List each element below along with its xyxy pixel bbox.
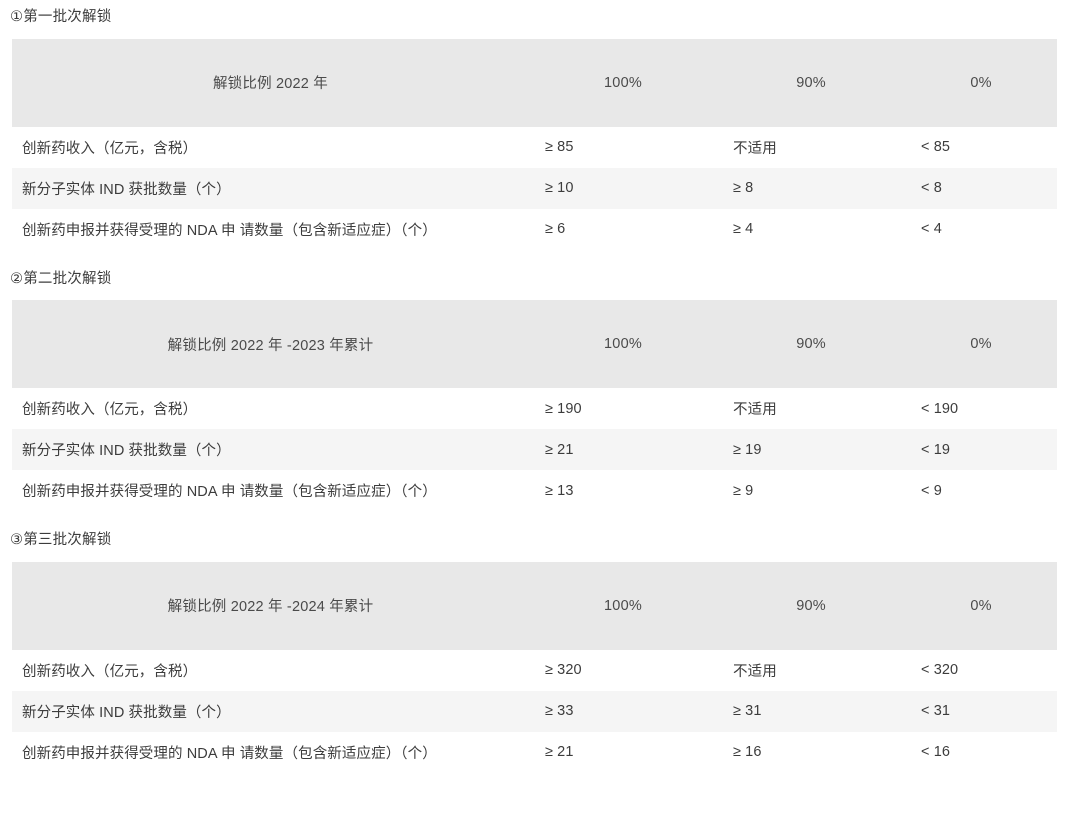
row-value-100: ≥ 13: [529, 470, 717, 511]
table-body-1: 创新药收入（亿元，含税） ≥ 85 不适用 < 85 新分子实体 IND 获批数…: [12, 126, 1057, 250]
criteria-table-3: 解锁比例 2022 年 -2024 年累计 100% 90% 0% 创新药收入（…: [12, 561, 1057, 773]
row-label: 创新药申报并获得受理的 NDA 申 请数量（包含新适应症）（个）: [12, 208, 529, 250]
row-value-90: ≥ 8: [717, 167, 905, 209]
row-label: 创新药申报并获得受理的 NDA 申 请数量（包含新适应症）（个）: [12, 731, 529, 773]
criteria-table-2: 解锁比例 2022 年 -2023 年累计 100% 90% 0% 创新药收入（…: [12, 300, 1057, 511]
unlock-batch-section-2: ②第二批次解锁 解锁比例 2022 年 -2023 年累计 100% 90% 0…: [0, 250, 1080, 511]
criteria-table-wrapper-1: 解锁比例 2022 年 100% 90% 0% 创新药收入（亿元，含税） ≥ 8…: [12, 38, 1057, 250]
row-value-0: < 16: [905, 731, 1057, 773]
table-row: 新分子实体 IND 获批数量（个） ≥ 21 ≥ 19 < 19: [12, 429, 1057, 470]
criteria-table-wrapper-3: 解锁比例 2022 年 -2024 年累计 100% 90% 0% 创新药收入（…: [12, 561, 1057, 773]
row-value-90: ≥ 16: [717, 731, 905, 773]
row-value-0: < 31: [905, 690, 1057, 732]
row-value-90: ≥ 4: [717, 208, 905, 250]
row-label: 新分子实体 IND 获批数量（个）: [12, 167, 529, 209]
row-value-100: ≥ 21: [529, 731, 717, 773]
section-title-1: ①第一批次解锁: [10, 9, 112, 25]
table-row: 创新药收入（亿元，含税） ≥ 320 不适用 < 320: [12, 649, 1057, 691]
row-value-100: ≥ 190: [529, 388, 717, 429]
header-unlock-ratio-label: 解锁比例 2022 年 -2023 年累计: [12, 300, 529, 388]
row-label: 创新药收入（亿元，含税）: [12, 649, 529, 691]
row-value-100: ≥ 21: [529, 429, 717, 470]
table-header-row: 解锁比例 2022 年 100% 90% 0%: [12, 38, 1057, 127]
header-col-90: 90%: [717, 300, 905, 388]
header-col-100: 100%: [529, 300, 717, 388]
row-value-90: ≥ 19: [717, 429, 905, 470]
section-title-2: ②第二批次解锁: [10, 270, 112, 287]
unlock-batch-section-3: ③第三批次解锁 解锁比例 2022 年 -2024 年累计 100% 90% 0…: [0, 511, 1080, 773]
row-value-90: 不适用: [717, 126, 905, 168]
criteria-table-1: 解锁比例 2022 年 100% 90% 0% 创新药收入（亿元，含税） ≥ 8…: [12, 38, 1057, 250]
table-header-row: 解锁比例 2022 年 -2024 年累计 100% 90% 0%: [12, 561, 1057, 650]
table-body-3: 创新药收入（亿元，含税） ≥ 320 不适用 < 320 新分子实体 IND 获…: [12, 649, 1057, 773]
row-value-90: ≥ 31: [717, 690, 905, 732]
row-value-0: < 9: [905, 470, 1057, 511]
table-header-2: 解锁比例 2022 年 -2023 年累计 100% 90% 0%: [12, 300, 1057, 388]
row-label: 新分子实体 IND 获批数量（个）: [12, 690, 529, 732]
row-label: 新分子实体 IND 获批数量（个）: [12, 429, 529, 470]
row-value-0: < 4: [905, 208, 1057, 250]
table-header-1: 解锁比例 2022 年 100% 90% 0%: [12, 38, 1057, 127]
table-row: 创新药收入（亿元，含税） ≥ 85 不适用 < 85: [12, 126, 1057, 168]
header-col-0: 0%: [905, 561, 1057, 650]
header-unlock-ratio-label: 解锁比例 2022 年 -2024 年累计: [12, 561, 529, 650]
unlock-batch-section-1: ①第一批次解锁 解锁比例 2022 年 100% 90% 0% 创新药收入（亿: [0, 0, 1080, 250]
table-row: 创新药申报并获得受理的 NDA 申 请数量（包含新适应症）（个） ≥ 13 ≥ …: [12, 470, 1057, 511]
header-col-0: 0%: [905, 300, 1057, 388]
criteria-table-wrapper-2: 解锁比例 2022 年 -2023 年累计 100% 90% 0% 创新药收入（…: [12, 300, 1057, 511]
row-value-100: ≥ 320: [529, 649, 717, 691]
row-value-90: 不适用: [717, 649, 905, 691]
row-value-0: < 85: [905, 126, 1057, 168]
header-col-90: 90%: [717, 38, 905, 127]
header-col-0: 0%: [905, 38, 1057, 127]
table-row: 新分子实体 IND 获批数量（个） ≥ 10 ≥ 8 < 8: [12, 167, 1057, 209]
row-value-100: ≥ 10: [529, 167, 717, 209]
table-header-row: 解锁比例 2022 年 -2023 年累计 100% 90% 0%: [12, 300, 1057, 388]
row-value-90: 不适用: [717, 388, 905, 429]
row-value-100: ≥ 85: [529, 126, 717, 168]
row-value-0: < 19: [905, 429, 1057, 470]
row-value-0: < 320: [905, 649, 1057, 691]
row-label: 创新药收入（亿元，含税）: [12, 388, 529, 429]
row-label: 创新药收入（亿元，含税）: [12, 126, 529, 168]
header-col-100: 100%: [529, 38, 717, 127]
table-row: 创新药申报并获得受理的 NDA 申 请数量（包含新适应症）（个） ≥ 6 ≥ 4…: [12, 208, 1057, 250]
row-value-90: ≥ 9: [717, 470, 905, 511]
table-row: 新分子实体 IND 获批数量（个） ≥ 33 ≥ 31 < 31: [12, 690, 1057, 732]
section-title-3: ③第三批次解锁: [10, 532, 112, 548]
row-label: 创新药申报并获得受理的 NDA 申 请数量（包含新适应症）（个）: [12, 470, 529, 511]
row-value-100: ≥ 6: [529, 208, 717, 250]
header-col-90: 90%: [717, 561, 905, 650]
table-body-2: 创新药收入（亿元，含税） ≥ 190 不适用 < 190 新分子实体 IND 获…: [12, 388, 1057, 511]
table-row: 创新药收入（亿元，含税） ≥ 190 不适用 < 190: [12, 388, 1057, 429]
header-unlock-ratio-label: 解锁比例 2022 年: [12, 38, 529, 127]
header-col-100: 100%: [529, 561, 717, 650]
row-value-100: ≥ 33: [529, 690, 717, 732]
table-header-3: 解锁比例 2022 年 -2024 年累计 100% 90% 0%: [12, 561, 1057, 650]
table-row: 创新药申报并获得受理的 NDA 申 请数量（包含新适应症）（个） ≥ 21 ≥ …: [12, 731, 1057, 773]
row-value-0: < 190: [905, 388, 1057, 429]
row-value-0: < 8: [905, 167, 1057, 209]
